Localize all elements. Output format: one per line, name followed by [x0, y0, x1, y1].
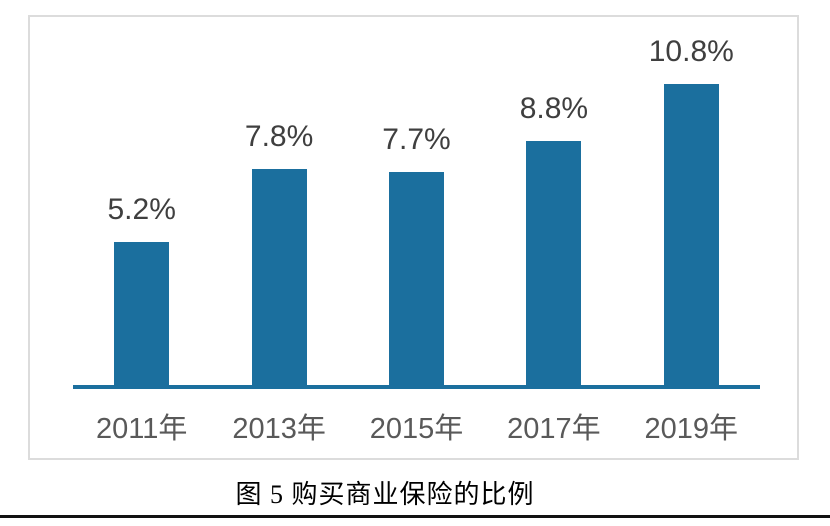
bar — [526, 140, 582, 389]
bar — [114, 242, 170, 389]
bar-value-label: 10.8% — [648, 35, 734, 69]
bar-value-label: 7.7% — [382, 122, 451, 156]
bar — [389, 171, 444, 389]
x-tick-label: 2011年 — [96, 413, 188, 445]
bar-value-label: 5.2% — [107, 193, 176, 227]
x-tick-label: 2019年 — [644, 413, 739, 445]
bar-value-label: 7.8% — [244, 120, 314, 154]
page-divider-line — [0, 515, 830, 518]
bar-value-label: 8.8% — [519, 91, 589, 125]
bar — [251, 169, 307, 389]
bar — [663, 84, 719, 389]
x-tick-label: 2013年 — [232, 413, 326, 445]
figure-caption: 图 5 购买商业保险的比例 — [235, 480, 535, 509]
x-tick-label: 2015年 — [369, 413, 464, 445]
x-tick-label: 2017年 — [507, 413, 601, 445]
